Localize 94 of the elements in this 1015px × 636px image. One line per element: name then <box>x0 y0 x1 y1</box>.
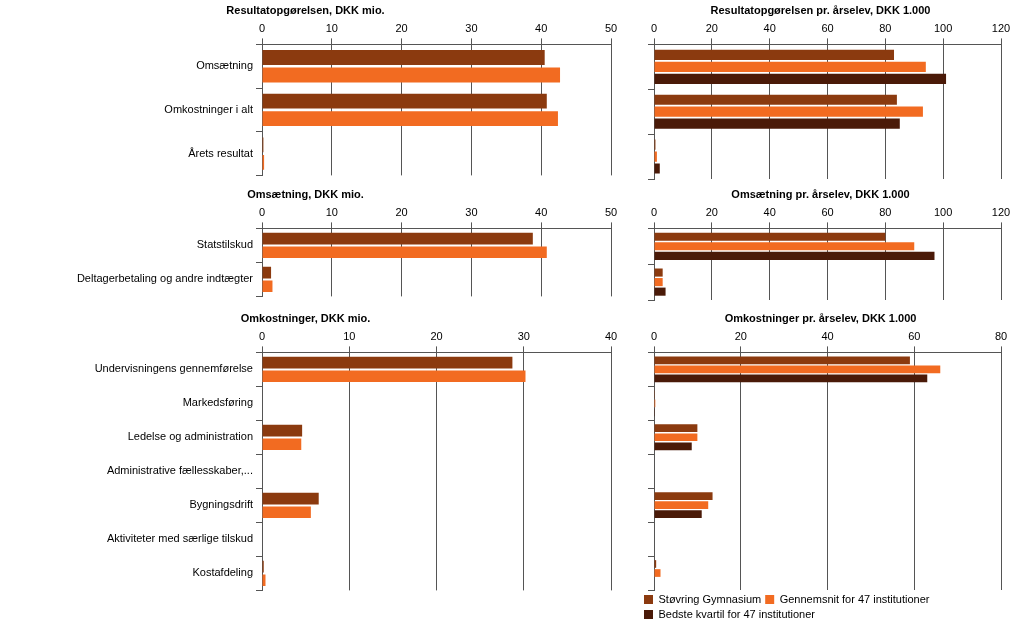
x-tick-label: 0 <box>650 205 658 218</box>
x-tick-label: 60 <box>821 205 834 218</box>
legend-label: Gennemsnit for 47 institutioner <box>779 592 930 605</box>
bar <box>654 356 910 365</box>
bar <box>654 242 915 251</box>
bar <box>654 278 663 287</box>
bar <box>262 111 558 127</box>
x-tick-label: 20 <box>705 205 718 218</box>
chart-title: Omsætning, DKK mio. <box>247 187 364 200</box>
y-tick-label: Administrative fællesskaber,... <box>106 464 253 477</box>
x-tick-label: 40 <box>763 205 776 218</box>
x-tick-label: 40 <box>535 205 548 218</box>
y-tick-label: Deltagerbetaling og andre indtægter <box>76 272 254 285</box>
x-tick-label: 60 <box>821 21 834 34</box>
chart-title: Resultatopgørelsen pr. årselev, DKK 1.000 <box>710 3 931 16</box>
x-tick-label: 30 <box>465 205 478 218</box>
x-tick-label: 40 <box>535 21 548 34</box>
bar <box>654 510 702 519</box>
legend-label: Støvring Gymnasium <box>658 592 762 605</box>
x-tick-label: 20 <box>395 205 408 218</box>
bar <box>654 501 709 509</box>
bar <box>262 280 273 292</box>
bar <box>654 287 666 296</box>
x-tick-label: 100 <box>933 21 953 34</box>
x-tick-label: 30 <box>465 21 478 34</box>
y-tick-label: Kostafdeling <box>192 566 253 579</box>
bar <box>654 492 713 500</box>
y-tick-label: Markedsføring <box>182 396 253 409</box>
y-tick-label: Bygningsdrift <box>189 498 253 511</box>
chart-title: Omkostninger, DKK mio. <box>240 311 371 324</box>
bar <box>262 93 547 109</box>
chart-title: Resultatopgørelsen, DKK mio. <box>226 3 385 16</box>
y-tick-label: Årets resultat <box>188 146 253 159</box>
bar <box>654 94 897 105</box>
x-tick-label: 120 <box>991 205 1011 218</box>
x-tick-label: 80 <box>879 21 892 34</box>
x-tick-label: 120 <box>991 21 1011 34</box>
x-tick-label: 40 <box>763 21 776 34</box>
bar <box>654 61 926 72</box>
x-tick-label: 20 <box>430 329 443 342</box>
bar <box>262 506 311 518</box>
bar <box>654 374 928 383</box>
bar <box>654 106 923 117</box>
bar <box>654 268 663 277</box>
bar <box>262 50 545 65</box>
bar <box>654 433 698 442</box>
chart-title: Omkostninger pr. årselev, DKK 1.000 <box>724 311 917 324</box>
bar <box>654 442 692 451</box>
y-tick-label: Ledelse og administration <box>127 430 253 443</box>
chart-title: Omsætning pr. årselev, DKK 1.000 <box>731 187 910 200</box>
bar <box>262 67 561 83</box>
x-tick-label: 0 <box>650 329 658 342</box>
bar <box>262 492 319 505</box>
x-tick-label: 60 <box>908 329 921 342</box>
bar <box>262 424 303 437</box>
x-tick-label: 0 <box>258 329 266 342</box>
bar <box>262 356 513 369</box>
x-tick-label: 20 <box>705 21 718 34</box>
bar <box>654 163 660 174</box>
y-tick-label: Aktiviteter med særlige tilskud <box>106 532 253 545</box>
bar <box>262 370 526 382</box>
x-tick-label: 30 <box>517 329 530 342</box>
x-tick-label: 50 <box>604 205 618 218</box>
bar <box>654 365 941 374</box>
x-tick-label: 0 <box>258 205 266 218</box>
bar <box>654 118 900 129</box>
y-tick-label: Omkostninger i alt <box>164 102 253 115</box>
x-tick-label: 20 <box>395 21 408 34</box>
x-tick-label: 0 <box>258 21 266 34</box>
bar <box>654 424 698 433</box>
x-tick-label: 100 <box>933 205 953 218</box>
x-tick-label: 50 <box>604 21 618 34</box>
bar <box>262 438 302 450</box>
x-tick-label: 10 <box>325 205 338 218</box>
x-tick-label: 0 <box>650 21 658 34</box>
y-tick-label: Statstilskud <box>196 238 253 251</box>
bar <box>654 569 661 577</box>
x-tick-label: 40 <box>821 329 834 342</box>
x-tick-label: 80 <box>879 205 892 218</box>
bar <box>262 246 547 258</box>
legend-label: Bedste kvartil for 47 institutioner <box>658 607 816 620</box>
bar <box>654 49 895 60</box>
bar <box>654 151 657 162</box>
x-tick-label: 20 <box>734 329 747 342</box>
bar <box>654 232 886 241</box>
bar <box>654 251 935 260</box>
y-tick-label: Undervisningens gennemførelse <box>94 362 253 375</box>
y-tick-label: Omsætning <box>196 59 253 72</box>
x-tick-label: 80 <box>994 329 1008 342</box>
bar <box>654 73 947 84</box>
x-tick-label: 10 <box>343 329 356 342</box>
x-tick-label: 10 <box>325 21 338 34</box>
x-tick-label: 40 <box>604 329 618 342</box>
bar <box>262 232 533 245</box>
